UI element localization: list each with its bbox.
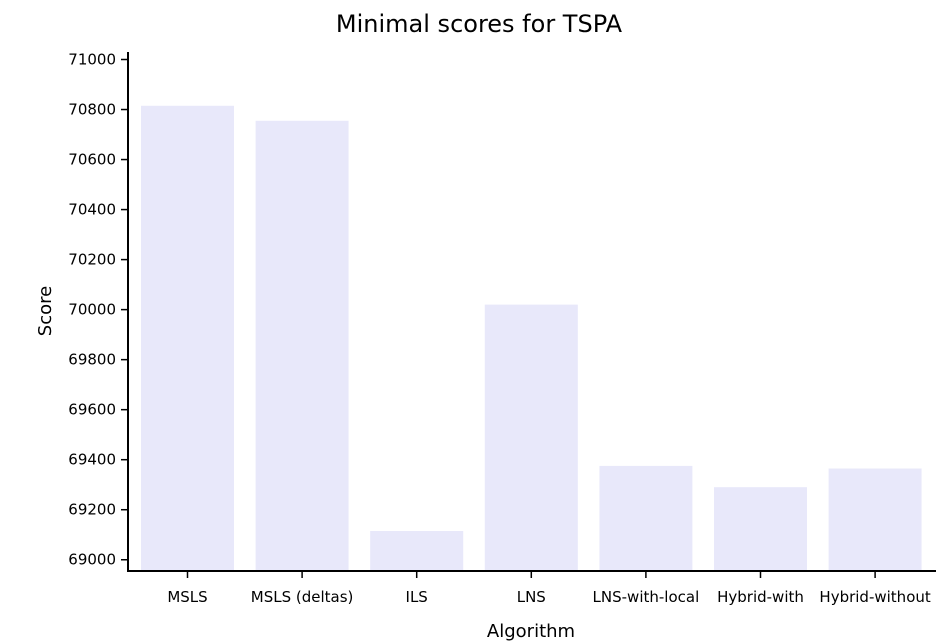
x-tick-label: LNS bbox=[517, 588, 546, 606]
chart-title: Minimal scores for TSPA bbox=[336, 10, 623, 38]
y-tick-label: 70800 bbox=[68, 101, 116, 119]
x-axis-title: Algorithm bbox=[487, 621, 575, 642]
bar-hybrid-with bbox=[714, 487, 807, 571]
bar-hybrid-without bbox=[828, 468, 922, 571]
y-tick-label: 69200 bbox=[68, 501, 116, 519]
y-tick-label: 70600 bbox=[68, 151, 116, 169]
y-tick-label: 71000 bbox=[68, 51, 116, 69]
bar-msls-deltas bbox=[255, 120, 349, 572]
bar-lns-with-local bbox=[599, 465, 693, 571]
bars-group bbox=[141, 105, 922, 572]
y-tick-label: 69400 bbox=[68, 451, 116, 469]
x-axis: MSLS MSLS (deltas) ILS LNS LNS-with-local Hyb… bbox=[127, 570, 936, 606]
y-axis-title: Score bbox=[35, 286, 56, 336]
y-tick-label: 70400 bbox=[68, 201, 116, 219]
x-tick-label: ILS bbox=[406, 588, 428, 606]
y-tick-label: 69000 bbox=[68, 551, 116, 569]
y-tick-label: 69800 bbox=[68, 351, 116, 369]
y-axis: 69000 69200 69400 69600 69800 70000 70200 70400… bbox=[68, 51, 129, 572]
x-tick-label: Hybrid-with bbox=[717, 588, 804, 606]
y-tick-label: 69600 bbox=[68, 401, 116, 419]
bar-msls bbox=[141, 105, 234, 572]
y-tick-label: 70200 bbox=[68, 251, 116, 269]
x-tick-label: MSLS bbox=[167, 588, 207, 606]
x-tick-label: MSLS (deltas) bbox=[251, 588, 354, 606]
x-tick-label: LNS-with-local bbox=[593, 588, 700, 606]
bar-ils bbox=[370, 531, 464, 571]
bar-lns bbox=[484, 304, 578, 571]
x-tick-label: Hybrid-without bbox=[819, 588, 930, 606]
y-tick-label: 70000 bbox=[68, 301, 116, 319]
